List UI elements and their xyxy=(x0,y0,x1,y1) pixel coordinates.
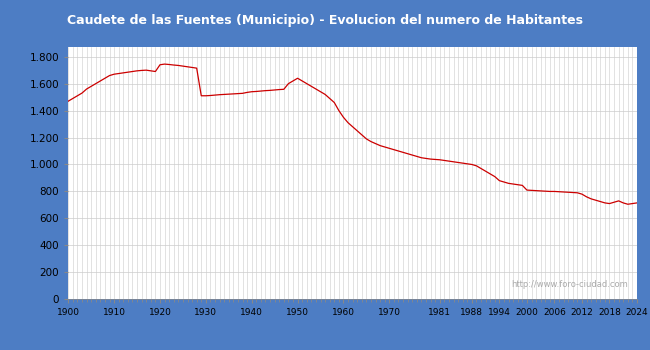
Text: Caudete de las Fuentes (Municipio) - Evolucion del numero de Habitantes: Caudete de las Fuentes (Municipio) - Evo… xyxy=(67,14,583,27)
Text: http://www.foro-ciudad.com: http://www.foro-ciudad.com xyxy=(512,280,629,289)
